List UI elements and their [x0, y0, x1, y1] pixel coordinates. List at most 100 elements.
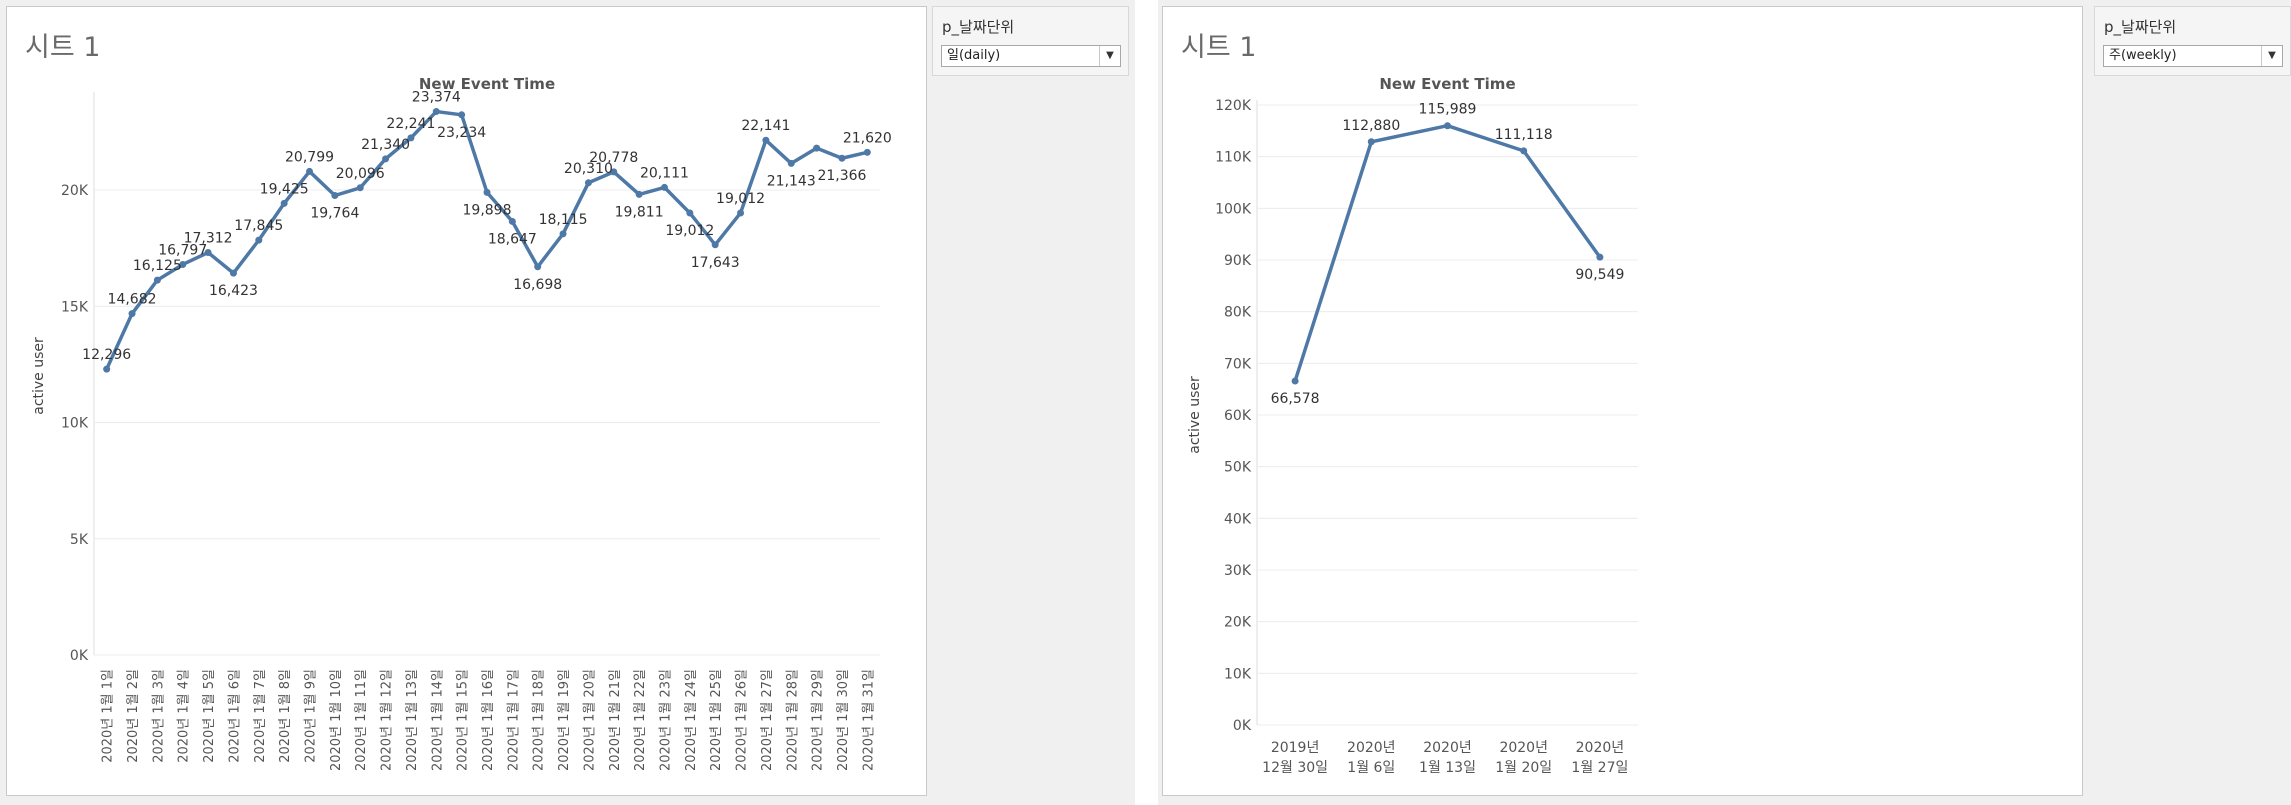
right-dashboard: 시트 1 New Event Time active user 0K 10K 20K 30…: [1158, 0, 2291, 805]
x-tick-label: 2020년 1월 7일: [253, 669, 268, 763]
data-label: 22,141: [741, 118, 790, 134]
data-label: 21,620: [843, 130, 892, 146]
x-tick-label-year: 2020년: [1576, 740, 1625, 756]
data-point: [280, 199, 288, 207]
data-point: [128, 310, 136, 318]
data-label: 19,898: [463, 202, 512, 218]
data-point: [508, 217, 516, 225]
data-point: [1596, 253, 1604, 261]
data-point: [1520, 147, 1528, 155]
data-point: [559, 230, 567, 238]
data-point: [331, 191, 339, 199]
y-tick-label: 110K: [1215, 150, 1252, 166]
data-label: 16,797: [158, 242, 207, 258]
date-unit-dropdown[interactable]: 일(daily) ▼: [941, 45, 1121, 67]
data-point: [1291, 377, 1299, 385]
data-point: [204, 248, 212, 256]
y-tick-label: 80K: [1224, 305, 1252, 321]
data-point: [863, 148, 871, 156]
x-tick-label: 2020년 1월 14일: [430, 669, 445, 771]
x-tick-label: 2020년 1월 29일: [811, 669, 826, 771]
sheet-title: 시트 1: [1181, 32, 1257, 63]
data-label: 21,366: [817, 168, 866, 184]
data-label: 19,425: [260, 181, 309, 197]
left-dashboard: 시트 1 New Event Time active user 0K 5K 10K 15K…: [0, 0, 1135, 805]
y-tick-label: 40K: [1224, 511, 1252, 527]
data-point: [306, 167, 314, 175]
data-point: [153, 276, 161, 284]
x-tick-label: 2020년 1월 17일: [506, 669, 521, 771]
y-tick-label: 60K: [1224, 408, 1252, 424]
data-point: [584, 179, 592, 187]
x-tick-label-year: 2020년: [1423, 740, 1472, 756]
sheet-title: 시트 1: [25, 32, 101, 63]
x-tick-label: 2020년 1월 4일: [177, 669, 192, 763]
daily-line-chart: New Event Time active user 0K 5K 10K 15K 20K 20…: [31, 75, 892, 771]
x-tick-label: 2020년 1월 20일: [582, 669, 597, 771]
data-label: 23,374: [412, 90, 461, 106]
data-label: 14,682: [108, 292, 157, 308]
data-label: 19,012: [665, 223, 714, 239]
chevron-down-icon[interactable]: ▼: [2261, 46, 2282, 66]
data-point: [711, 241, 719, 249]
data-point: [407, 134, 415, 142]
x-tick-label: 2020년 1월 10일: [329, 669, 344, 771]
x-tick-label: 2020년 1월 13일: [405, 669, 420, 771]
x-tick-label: 2020년 1월 31일: [861, 669, 876, 771]
y-tick-label: 10K: [1224, 666, 1252, 682]
x-tick-label: 2020년 1월 11일: [354, 669, 369, 771]
x-tick-label: 2020년 1월 26일: [735, 669, 750, 771]
date-unit-filter-card: p_날짜단위 주(weekly) ▼: [2094, 6, 2291, 76]
data-label: 115,989: [1419, 102, 1477, 118]
x-tick-label: 2020년 1월 28일: [785, 669, 800, 771]
data-label: 18,647: [488, 231, 537, 247]
data-label: 19,764: [310, 205, 359, 221]
x-tick-label: 2020년 1월 6일: [227, 669, 242, 763]
filter-label: p_날짜단위: [942, 18, 1015, 36]
chart-title: New Event Time: [419, 75, 555, 93]
x-tick-label-year: 2020년: [1499, 740, 1548, 756]
data-point: [1444, 122, 1451, 130]
data-label: 12,296: [82, 347, 131, 363]
y-tick-label: 10K: [61, 416, 89, 432]
x-tick-label: 2020년 1월 1일: [101, 669, 116, 763]
data-label: 23,234: [437, 125, 486, 141]
data-point: [356, 184, 364, 192]
x-tick-label-date: 1월 27일: [1571, 760, 1628, 776]
data-label: 17,643: [691, 255, 740, 271]
data-label: 20,096: [336, 166, 385, 182]
y-tick-label: 5K: [70, 532, 89, 548]
x-tick-label-year: 2020년: [1347, 740, 1396, 756]
x-tick-label: 2020년 1월 15일: [456, 669, 471, 771]
y-axis-label: active user: [31, 337, 47, 415]
y-tick-label: 30K: [1224, 563, 1252, 579]
y-tick-label: 50K: [1224, 460, 1252, 476]
y-tick-label: 0K: [70, 648, 89, 664]
data-point: [458, 111, 466, 119]
y-tick-label: 70K: [1224, 356, 1252, 372]
x-tick-label: 2020년 1월 21일: [608, 669, 623, 771]
data-label: 21,143: [767, 173, 816, 189]
data-point: [534, 263, 542, 271]
sheet-panel: 시트 1 New Event Time active user 0K 5K 10K 15K…: [6, 6, 927, 796]
x-tick-label-date: 1월 6일: [1347, 760, 1395, 776]
x-tick-label-date: 1월 20일: [1495, 760, 1552, 776]
data-point: [660, 183, 668, 191]
date-unit-filter-card: p_날짜단위 일(daily) ▼: [932, 6, 1129, 76]
dropdown-value: 주(weekly): [2109, 48, 2177, 63]
x-tick-label: 2020년 1월 16일: [481, 669, 496, 771]
data-label: 20,778: [589, 150, 638, 166]
data-point: [179, 260, 187, 268]
chevron-down-icon[interactable]: ▼: [1099, 46, 1120, 66]
data-label: 16,125: [133, 258, 182, 274]
x-tick-label-date: 12월 30일: [1262, 760, 1328, 776]
x-tick-label: 2020년 1월 22일: [633, 669, 648, 771]
y-tick-label: 15K: [61, 299, 89, 315]
data-label: 112,880: [1342, 118, 1400, 134]
data-label: 19,811: [615, 204, 664, 220]
date-unit-dropdown[interactable]: 주(weekly) ▼: [2103, 45, 2283, 67]
y-tick-label: 20K: [1224, 615, 1252, 631]
y-tick-label: 20K: [61, 183, 89, 199]
data-point: [229, 269, 237, 277]
x-tick-label: 2020년 1월 8일: [278, 669, 293, 763]
